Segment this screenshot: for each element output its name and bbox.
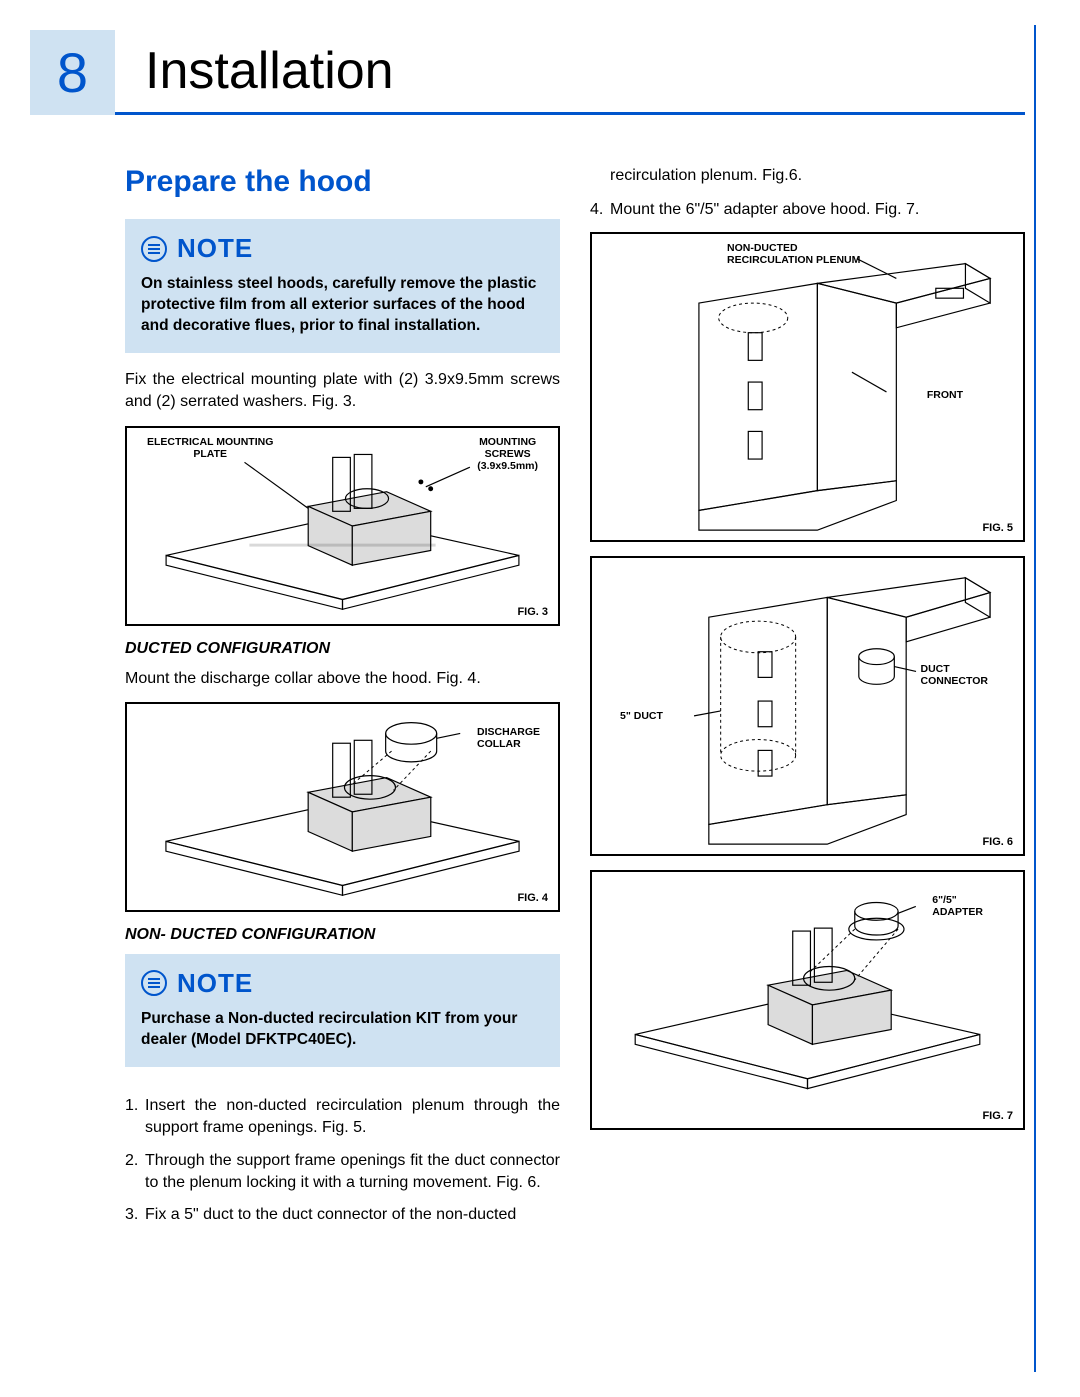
figure-6-diagram — [592, 558, 1023, 854]
step-3-num: 3. — [125, 1204, 145, 1226]
note-label-2: NOTE — [177, 968, 253, 999]
note-heading-1: NOTE — [141, 233, 544, 264]
right-column: recirculation plenum. Fig.6. 4. Mount th… — [590, 165, 1025, 1237]
fig7-caption: FIG. 7 — [982, 1110, 1013, 1122]
figure-6: DUCTCONNECTOR 5" DUCT FIG. 6 — [590, 556, 1025, 856]
step-2-num: 2. — [125, 1150, 145, 1195]
step-4-text: Mount the 6"/5" adapter above hood. Fig.… — [610, 199, 1025, 221]
step-1-num: 1. — [125, 1095, 145, 1140]
fig6-label-duct: 5" DUCT — [620, 710, 663, 722]
fig6-caption: FIG. 6 — [982, 836, 1013, 848]
subheading-ducted: DUCTED CONFIGURATION — [125, 640, 560, 658]
subheading-nonducted: NON- DUCTED CONFIGURATION — [125, 926, 560, 944]
note-heading-2: NOTE — [141, 968, 544, 999]
fig3-label-plate: ELECTRICAL MOUNTINGPLATE — [147, 436, 273, 460]
fig7-label-adapter: 6"/5"ADAPTER — [932, 894, 983, 918]
paragraph-1: Fix the electrical mounting plate with (… — [125, 369, 560, 414]
chapter-header: 8 Installation — [30, 30, 1025, 115]
page-number-box: 8 — [30, 30, 115, 115]
paragraph-ducted: Mount the discharge collar above the hoo… — [125, 668, 560, 690]
fig5-label-plenum: NON-DUCTEDRECIRCULATION PLENUM — [727, 242, 860, 266]
page-right-border — [1034, 25, 1036, 1372]
figure-3: ELECTRICAL MOUNTINGPLATE MOUNTINGSCREWS(… — [125, 426, 560, 626]
step-1: 1. Insert the non-ducted recirculation p… — [125, 1095, 560, 1140]
step-4-num: 4. — [590, 199, 610, 221]
figure-5: NON-DUCTEDRECIRCULATION PLENUM FRONT FIG… — [590, 232, 1025, 542]
note-label: NOTE — [177, 233, 253, 264]
figure-7: 6"/5"ADAPTER FIG. 7 — [590, 870, 1025, 1130]
section-title: Prepare the hood — [125, 165, 560, 199]
content-columns: Prepare the hood NOTE On stainless steel… — [30, 165, 1025, 1237]
note-icon-2 — [141, 970, 167, 996]
note-icon — [141, 236, 167, 262]
step-2-text: Through the support frame openings fit t… — [145, 1150, 560, 1195]
step-2: 2. Through the support frame openings fi… — [125, 1150, 560, 1195]
note-box-2: NOTE Purchase a Non-ducted recirculation… — [125, 954, 560, 1067]
fig5-caption: FIG. 5 — [982, 522, 1013, 534]
step-4: 4. Mount the 6"/5" adapter above hood. F… — [590, 199, 1025, 221]
fig4-caption: FIG. 4 — [517, 892, 548, 904]
step-1-text: Insert the non-ducted recirculation plen… — [145, 1095, 560, 1140]
note-body-1: On stainless steel hoods, carefully remo… — [141, 274, 544, 337]
fig3-caption: FIG. 3 — [517, 606, 548, 618]
step-3: 3. Fix a 5" duct to the duct connector o… — [125, 1204, 560, 1226]
note-body-2: Purchase a Non-ducted recirculation KIT … — [141, 1009, 544, 1051]
figure-5-diagram — [592, 234, 1023, 540]
fig6-label-connector: DUCTCONNECTOR — [921, 663, 988, 687]
rcol-continuation: recirculation plenum. Fig.6. — [590, 165, 1025, 187]
chapter-title: Installation — [115, 30, 1025, 115]
left-column: Prepare the hood NOTE On stainless steel… — [125, 165, 560, 1237]
fig3-label-screws: MOUNTINGSCREWS(3.9x9.5mm) — [477, 436, 538, 472]
figure-4: DISCHARGECOLLAR FIG. 4 — [125, 702, 560, 912]
step-3-text: Fix a 5" duct to the duct connector of t… — [145, 1204, 560, 1226]
note-box-1: NOTE On stainless steel hoods, carefully… — [125, 219, 560, 353]
fig5-label-front: FRONT — [927, 389, 963, 401]
fig4-label-collar: DISCHARGECOLLAR — [477, 726, 540, 750]
